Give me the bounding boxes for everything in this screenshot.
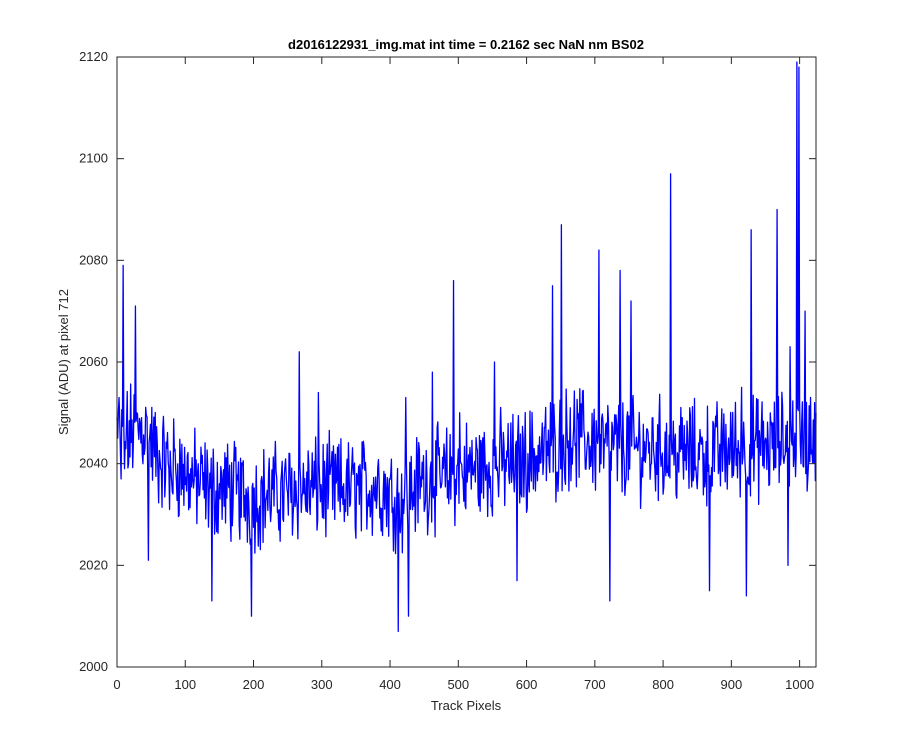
- x-tick-label: 1000: [785, 677, 814, 692]
- x-tick-label: 600: [516, 677, 538, 692]
- x-axis-title: Track Pixels: [431, 698, 502, 713]
- axes-group: 0 100 200 300 400 500 600 700 800 900 1000 2000 2020…: [79, 49, 817, 692]
- y-tick-label: 2000: [79, 659, 108, 674]
- y-axis-title: Signal (ADU) at pixel 712: [56, 289, 71, 435]
- y-tick-label: 2060: [79, 354, 108, 369]
- x-tick-label: 200: [243, 677, 265, 692]
- x-tick-label: 0: [113, 677, 120, 692]
- y-tick-label: 2080: [79, 252, 108, 267]
- x-tick-label: 800: [652, 677, 674, 692]
- y-tick-label: 2100: [79, 151, 108, 166]
- y-tick-label: 2120: [79, 49, 108, 64]
- plot-area: [117, 57, 816, 667]
- x-tick-label: 100: [174, 677, 196, 692]
- x-tick-label: 400: [379, 677, 401, 692]
- y-tick-label: 2020: [79, 557, 108, 572]
- series-line: [116, 61, 817, 633]
- series-group: [116, 61, 817, 633]
- x-tick-label: 700: [584, 677, 606, 692]
- x-tick-label: 300: [311, 677, 333, 692]
- chart-title: d2016122931_img.mat int time = 0.2162 se…: [288, 37, 644, 52]
- x-tick-label: 500: [447, 677, 469, 692]
- x-tick-label: 900: [721, 677, 743, 692]
- y-tick-label: 2040: [79, 456, 108, 471]
